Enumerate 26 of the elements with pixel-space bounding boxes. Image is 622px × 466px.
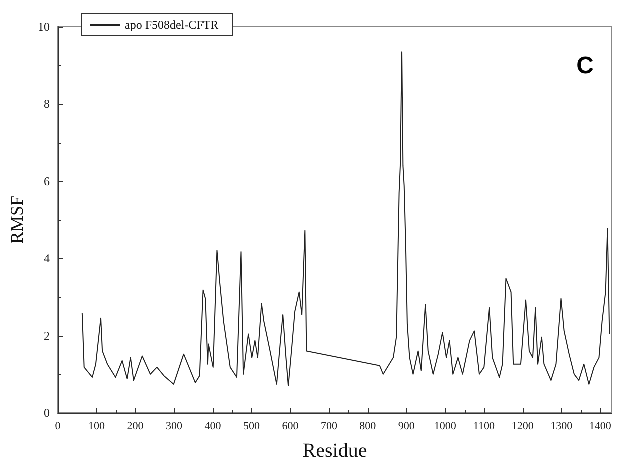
y-tick-label: 6	[44, 174, 50, 188]
y-tick-label: 2	[44, 328, 50, 343]
x-tick-label: 1300	[550, 420, 574, 432]
y-tick-label: 0	[44, 406, 50, 420]
x-tick-label: 200	[127, 420, 144, 432]
x-tick-label: 800	[360, 420, 377, 432]
annotation: C	[576, 52, 594, 80]
y-axis-title: RMSF	[7, 196, 27, 244]
x-tick-label: 900	[398, 420, 416, 432]
x-tick-label: 100	[88, 420, 106, 432]
x-tick-label: 500	[243, 420, 260, 432]
x-tick-label: 1000	[434, 420, 457, 432]
y-tick-label: 10	[38, 20, 50, 34]
x-tick-label: 700	[320, 420, 338, 432]
x-axis-title: Residue	[302, 440, 368, 462]
x-tick-label: 1400	[589, 420, 612, 432]
x-tick-label: 600	[282, 420, 300, 432]
line-series	[82, 52, 610, 386]
x-tick-label: 1200	[512, 420, 534, 432]
x-tick-label: 300	[166, 420, 183, 432]
y-tick-label: 4	[44, 252, 50, 266]
x-tick-label: 0	[55, 420, 62, 432]
y-tick-label: 8	[44, 97, 50, 112]
x-tick-label: 1100	[473, 420, 496, 432]
x-tick-label: 400	[204, 420, 222, 432]
legend-label: apo F508del-CFTR	[125, 18, 219, 32]
